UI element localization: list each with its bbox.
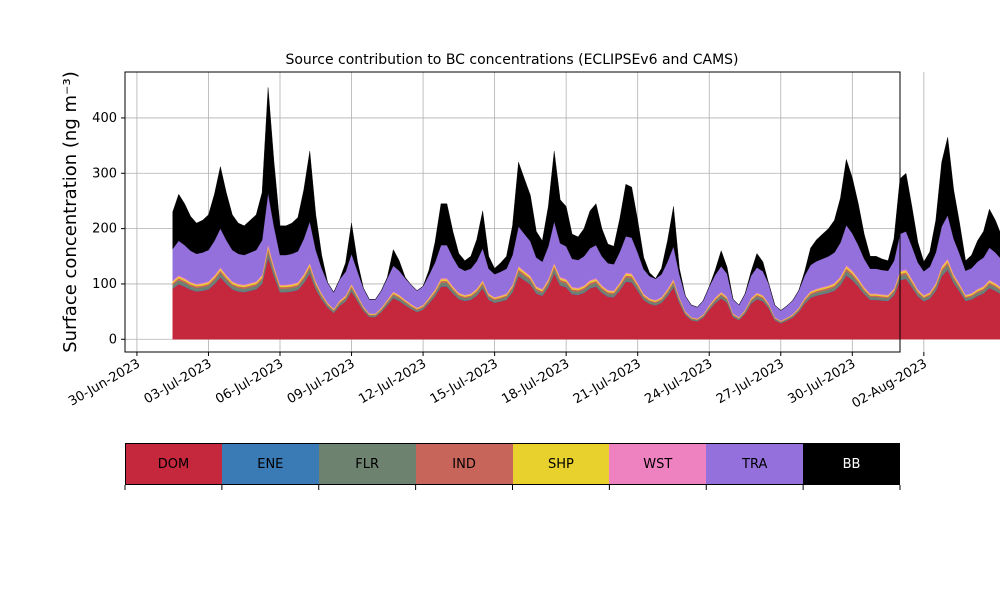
x-tick-label: 12-Jul-2023 xyxy=(356,356,429,407)
x-tick-label: 15-Jul-2023 xyxy=(428,356,501,407)
stacked-areas xyxy=(172,87,1000,340)
legend-item-dom: DOM xyxy=(125,443,222,485)
legend-item-shp: SHP xyxy=(512,443,610,485)
chart-title: Source contribution to BC concentrations… xyxy=(285,52,738,68)
y-tick-label: 0 xyxy=(109,332,117,347)
legend-item-tra: TRA xyxy=(706,443,804,485)
x-tick-label: 03-Jul-2023 xyxy=(142,356,215,407)
legend-frame xyxy=(125,443,900,485)
y-tick-label: 200 xyxy=(92,222,117,237)
x-axis-ticks: 30-Jun-202303-Jul-202306-Jul-202309-Jul-… xyxy=(66,352,930,412)
x-tick-label: 30-Jun-2023 xyxy=(66,356,143,409)
x-tick-label: 21-Jul-2023 xyxy=(571,356,644,407)
legend-item-bb: BB xyxy=(803,443,900,485)
legend-item-ind: IND xyxy=(415,443,513,485)
x-tick-label: 02-Aug-2023 xyxy=(850,356,930,411)
x-tick-label: 30-Jul-2023 xyxy=(785,356,858,407)
legend-item-flr: FLR xyxy=(318,443,416,485)
x-tick-label: 06-Jul-2023 xyxy=(213,356,286,407)
x-tick-label: 09-Jul-2023 xyxy=(285,356,358,407)
legend-item-wst: WST xyxy=(609,443,707,485)
y-tick-label: 400 xyxy=(92,111,117,126)
x-tick-label: 27-Jul-2023 xyxy=(714,356,787,407)
area-bb xyxy=(172,87,1000,311)
legend-ticks xyxy=(124,485,901,490)
legend-item-ene: ENE xyxy=(221,443,319,485)
y-axis-ticks: 0 100 200 300 400 xyxy=(92,111,125,347)
x-tick-label: 24-Jul-2023 xyxy=(642,356,715,407)
y-tick-label: 100 xyxy=(92,277,117,292)
x-tick-label: 18-Jul-2023 xyxy=(499,356,572,407)
y-tick-label: 300 xyxy=(92,166,117,181)
y-axis-label: Surface concentration (ng m⁻³) xyxy=(60,71,81,353)
plot-frame xyxy=(124,71,901,353)
